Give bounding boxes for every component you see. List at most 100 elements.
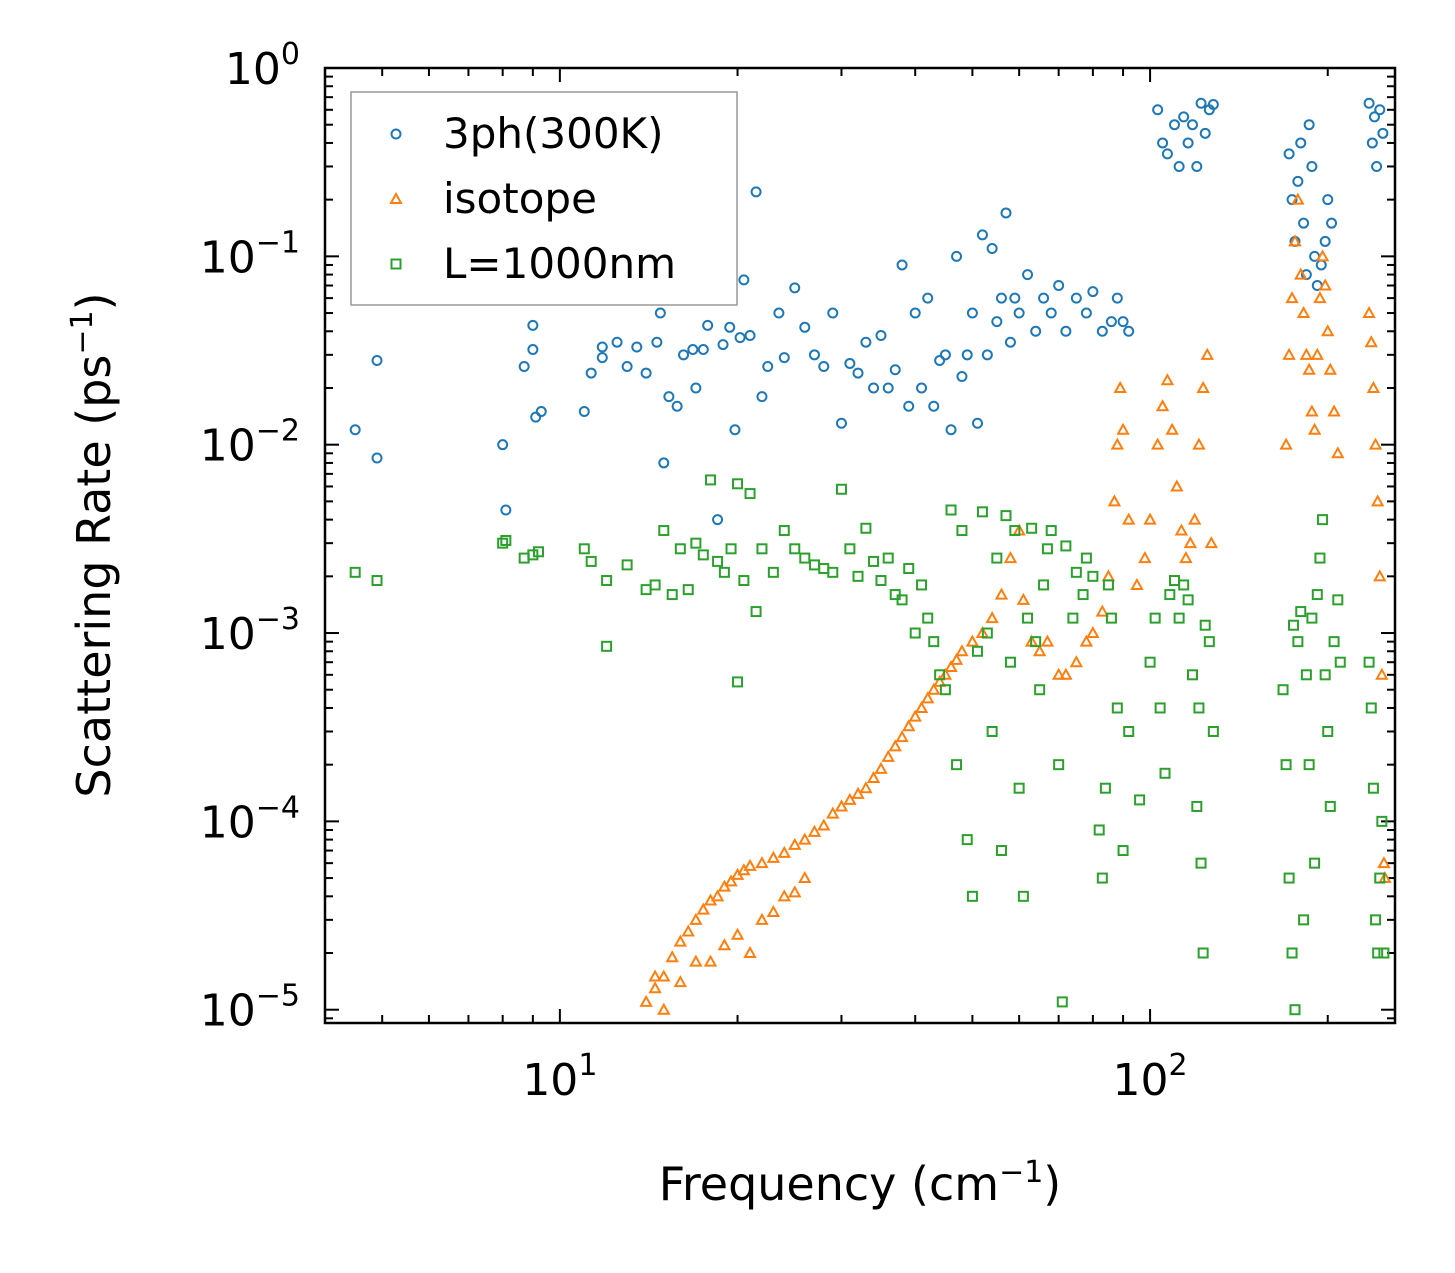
x-tick-label: 101 bbox=[522, 1048, 597, 1106]
data-point bbox=[710, 889, 725, 902]
legend-label: 3ph(300K) bbox=[443, 109, 663, 158]
data-point bbox=[1196, 380, 1210, 393]
data-point bbox=[966, 307, 978, 319]
data-point bbox=[1197, 947, 1209, 959]
data-point bbox=[527, 344, 539, 356]
data-point bbox=[1169, 575, 1181, 587]
data-point bbox=[888, 739, 902, 752]
series-3ph-300k- bbox=[349, 97, 1389, 526]
data-point bbox=[1026, 522, 1038, 534]
data-point bbox=[1309, 857, 1321, 869]
data-point bbox=[965, 634, 980, 647]
data-point bbox=[1169, 119, 1181, 131]
data-point bbox=[1182, 594, 1194, 606]
data-point bbox=[371, 354, 383, 366]
data-point bbox=[578, 406, 590, 418]
data-point bbox=[729, 424, 741, 436]
data-point bbox=[697, 344, 709, 356]
data-point bbox=[1366, 137, 1378, 149]
data-point bbox=[1377, 127, 1389, 139]
data-point bbox=[1111, 702, 1123, 714]
data-point bbox=[1203, 636, 1215, 648]
data-point bbox=[788, 837, 802, 850]
data-point bbox=[578, 543, 590, 555]
data-point bbox=[1311, 589, 1323, 601]
legend-label: L=1000nm bbox=[443, 239, 676, 288]
data-point bbox=[956, 371, 968, 383]
y-tick-label: 10−3 bbox=[200, 602, 300, 660]
data-point bbox=[1377, 856, 1391, 869]
data-point bbox=[732, 478, 744, 490]
data-point bbox=[371, 452, 383, 464]
data-point bbox=[1105, 316, 1117, 328]
data-point bbox=[1300, 669, 1312, 681]
data-point bbox=[1280, 759, 1292, 771]
data-point bbox=[703, 954, 718, 967]
data-point bbox=[601, 640, 613, 652]
data-point bbox=[818, 361, 830, 373]
data-point bbox=[718, 566, 730, 578]
data-point bbox=[705, 474, 717, 486]
data-point bbox=[1363, 656, 1375, 668]
data-point bbox=[1087, 570, 1099, 582]
data-point bbox=[1288, 619, 1300, 631]
data-point bbox=[1319, 669, 1331, 681]
data-point bbox=[1363, 97, 1375, 109]
data-point bbox=[712, 514, 724, 526]
data-point bbox=[666, 589, 678, 601]
data-point bbox=[834, 799, 849, 812]
data-point bbox=[1117, 316, 1129, 328]
data-point bbox=[1152, 104, 1164, 116]
data-point bbox=[1000, 207, 1012, 219]
data-point bbox=[827, 307, 839, 319]
data-point bbox=[981, 349, 993, 361]
data-point bbox=[732, 676, 744, 688]
data-point bbox=[1299, 347, 1314, 360]
data-point bbox=[717, 339, 729, 351]
data-point bbox=[896, 594, 908, 606]
data-point bbox=[928, 400, 940, 412]
data-point bbox=[835, 417, 847, 429]
data-point bbox=[1056, 996, 1068, 1008]
data-point bbox=[778, 352, 790, 364]
data-point bbox=[671, 400, 683, 412]
data-point bbox=[875, 575, 887, 587]
data-point bbox=[895, 730, 909, 743]
data-point bbox=[875, 329, 887, 341]
data-point bbox=[971, 417, 983, 429]
data-point bbox=[738, 575, 750, 587]
data-point bbox=[1286, 947, 1298, 959]
data-point bbox=[1150, 437, 1165, 450]
data-point bbox=[1187, 119, 1199, 131]
data-point bbox=[1160, 373, 1175, 386]
data-point bbox=[916, 579, 928, 591]
data-point bbox=[799, 552, 811, 564]
data-point bbox=[349, 424, 361, 436]
data-point bbox=[1310, 347, 1324, 360]
data-point bbox=[1288, 234, 1302, 247]
data-point bbox=[690, 382, 702, 394]
data-point bbox=[1191, 800, 1203, 812]
data-point bbox=[896, 259, 908, 271]
data-point bbox=[1159, 767, 1171, 779]
legend-marker bbox=[390, 128, 402, 140]
data-point bbox=[631, 341, 643, 353]
legend-box bbox=[350, 91, 738, 306]
data-point bbox=[1105, 612, 1117, 624]
data-point bbox=[835, 483, 847, 495]
data-point bbox=[1315, 249, 1330, 262]
data-point bbox=[1086, 625, 1100, 639]
data-point bbox=[1067, 612, 1079, 624]
data-point bbox=[640, 584, 652, 596]
data-point bbox=[743, 858, 757, 871]
data-point bbox=[1022, 269, 1034, 281]
data-point bbox=[1313, 291, 1327, 304]
data-point bbox=[1138, 551, 1152, 564]
data-point bbox=[1099, 782, 1111, 794]
data-point bbox=[681, 924, 695, 937]
data-point bbox=[995, 292, 1007, 304]
data-point bbox=[1364, 335, 1378, 348]
data-point bbox=[697, 549, 709, 561]
data-point bbox=[1178, 579, 1190, 591]
data-point bbox=[1303, 119, 1315, 131]
